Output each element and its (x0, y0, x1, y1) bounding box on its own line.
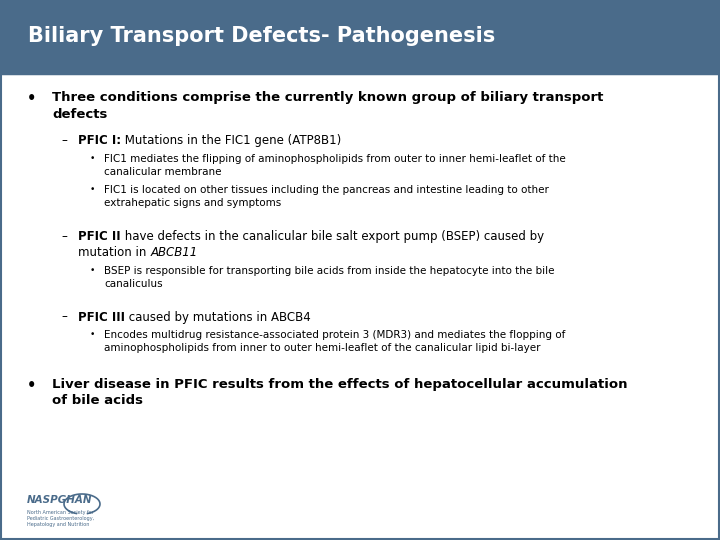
Text: Encodes multidrug resistance-associated protein 3 (MDR3) and mediates the floppi: Encodes multidrug resistance-associated … (104, 330, 565, 353)
Text: Mutations in the FIC1 gene (ATP8B1): Mutations in the FIC1 gene (ATP8B1) (121, 134, 341, 147)
Text: NASPGHAN: NASPGHAN (27, 495, 92, 505)
Text: BSEP is responsible for transporting bile acids from inside the hepatocyte into : BSEP is responsible for transporting bil… (104, 266, 554, 289)
Text: FIC1 is located on other tissues including the pancreas and intestine leading to: FIC1 is located on other tissues includi… (104, 185, 549, 208)
Text: Three conditions comprise the currently known group of biliary transport
defects: Three conditions comprise the currently … (52, 91, 603, 120)
Text: PFIC I:: PFIC I: (78, 134, 121, 147)
Text: Liver disease in PFIC results from the effects of hepatocellular accumulation
of: Liver disease in PFIC results from the e… (52, 378, 628, 407)
Text: •: • (90, 266, 95, 275)
Text: FIC1 mediates the flipping of aminophospholipids from outer to inner hemi-leafle: FIC1 mediates the flipping of aminophosp… (104, 154, 566, 177)
Text: North American Society for
Pediatric Gastroenterology,
Hepatology and Nutrition: North American Society for Pediatric Gas… (27, 510, 94, 528)
Text: –: – (61, 134, 67, 147)
Bar (0, 0, 720, 73)
Text: mutation in: mutation in (78, 246, 150, 259)
Text: •: • (27, 378, 37, 393)
Text: have defects in the canalicular bile salt export pump (BSEP) caused by: have defects in the canalicular bile sal… (121, 230, 544, 243)
Text: PFIC III: PFIC III (78, 310, 125, 323)
Text: •: • (90, 154, 95, 163)
Text: –: – (61, 230, 67, 243)
Text: caused by mutations in ABCB4: caused by mutations in ABCB4 (125, 310, 311, 323)
Text: Biliary Transport Defects- Pathogenesis: Biliary Transport Defects- Pathogenesis (28, 26, 495, 46)
Text: ABCB11: ABCB11 (150, 246, 197, 259)
Text: •: • (90, 185, 95, 194)
Text: –: – (61, 310, 67, 323)
Text: mutation in: mutation in (78, 389, 150, 402)
Text: •: • (27, 91, 37, 106)
Text: PFIC II: PFIC II (78, 230, 121, 243)
Text: •: • (90, 330, 95, 340)
